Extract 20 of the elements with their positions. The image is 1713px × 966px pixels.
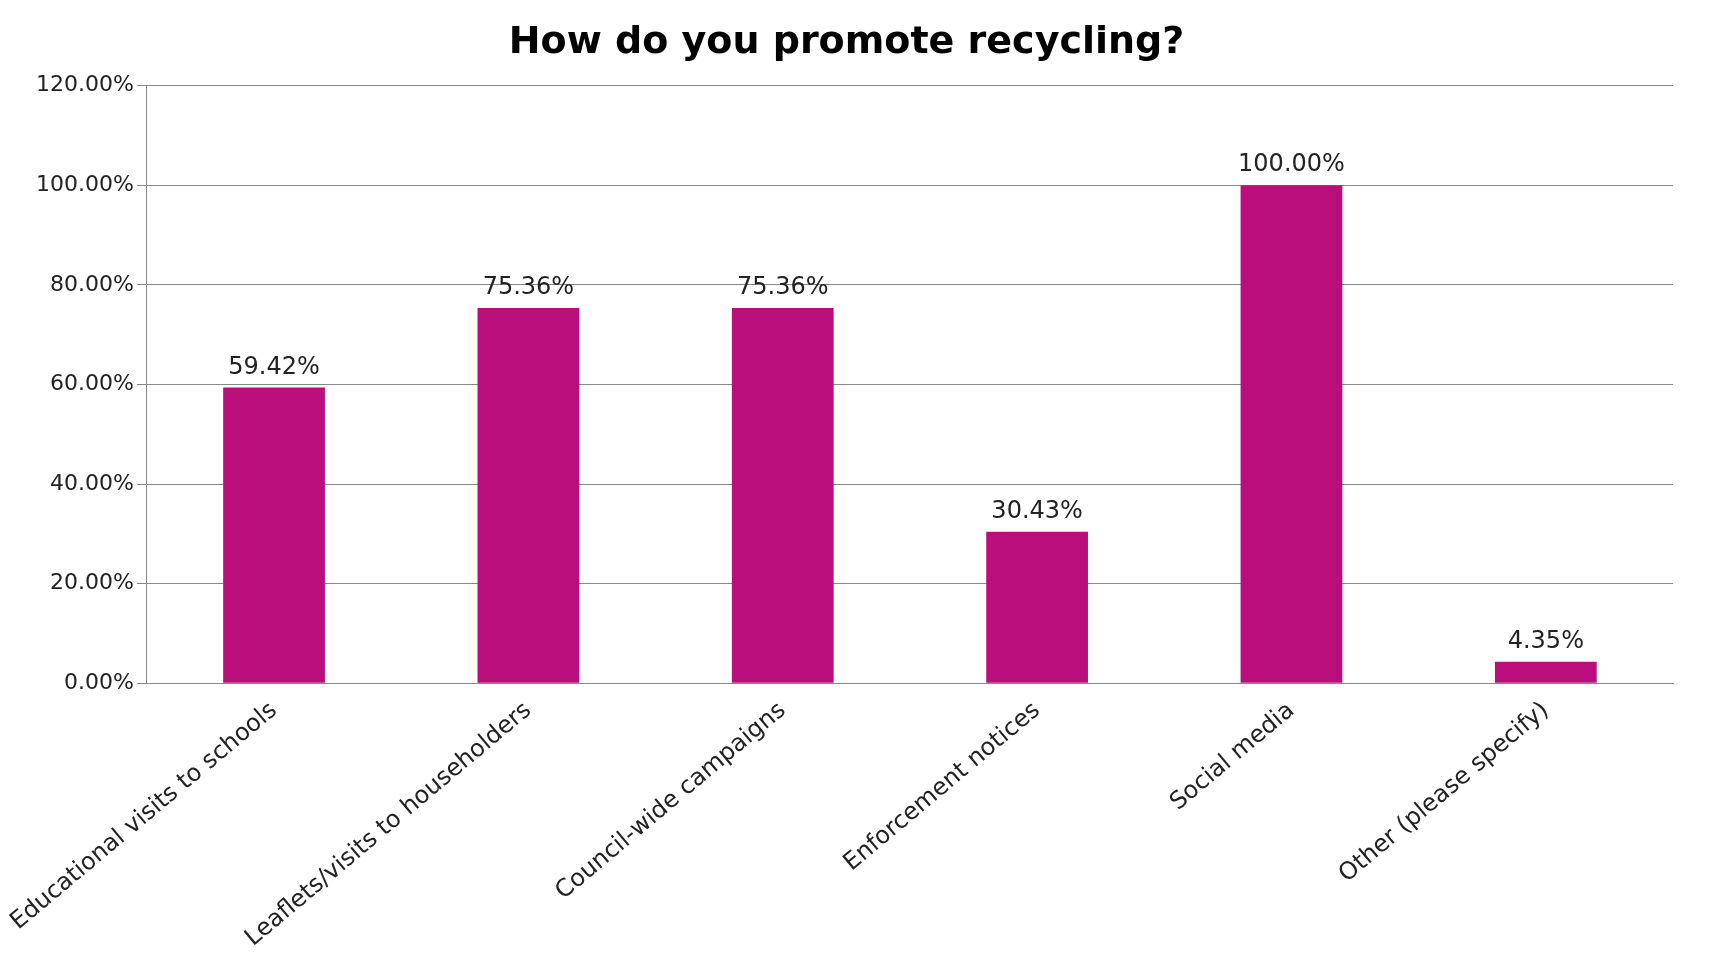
y-tick-label: 60.00% [49,370,134,396]
data-label: 75.36% [482,272,575,301]
y-tick-label: 80.00% [49,270,134,296]
bar [1240,185,1343,683]
y-tick-label: 0.00% [63,669,134,695]
data-label: 75.36% [736,272,829,301]
bar [223,387,325,683]
bar [1494,661,1597,683]
bar [731,307,834,683]
y-tick-label: 20.00% [49,569,134,595]
data-label: 4.35% [1507,625,1584,654]
data-label: 59.42% [228,351,320,380]
y-tick-label: 120.00% [35,71,134,97]
chart-title: How do you promote recycling? [508,17,1185,62]
y-tick-label: 100.00% [35,170,134,196]
bar [477,307,580,683]
bar [986,531,1088,683]
y-tick-label: 40.00% [49,469,134,495]
data-label: 30.43% [991,496,1083,525]
data-label: 100.00% [1238,149,1345,178]
